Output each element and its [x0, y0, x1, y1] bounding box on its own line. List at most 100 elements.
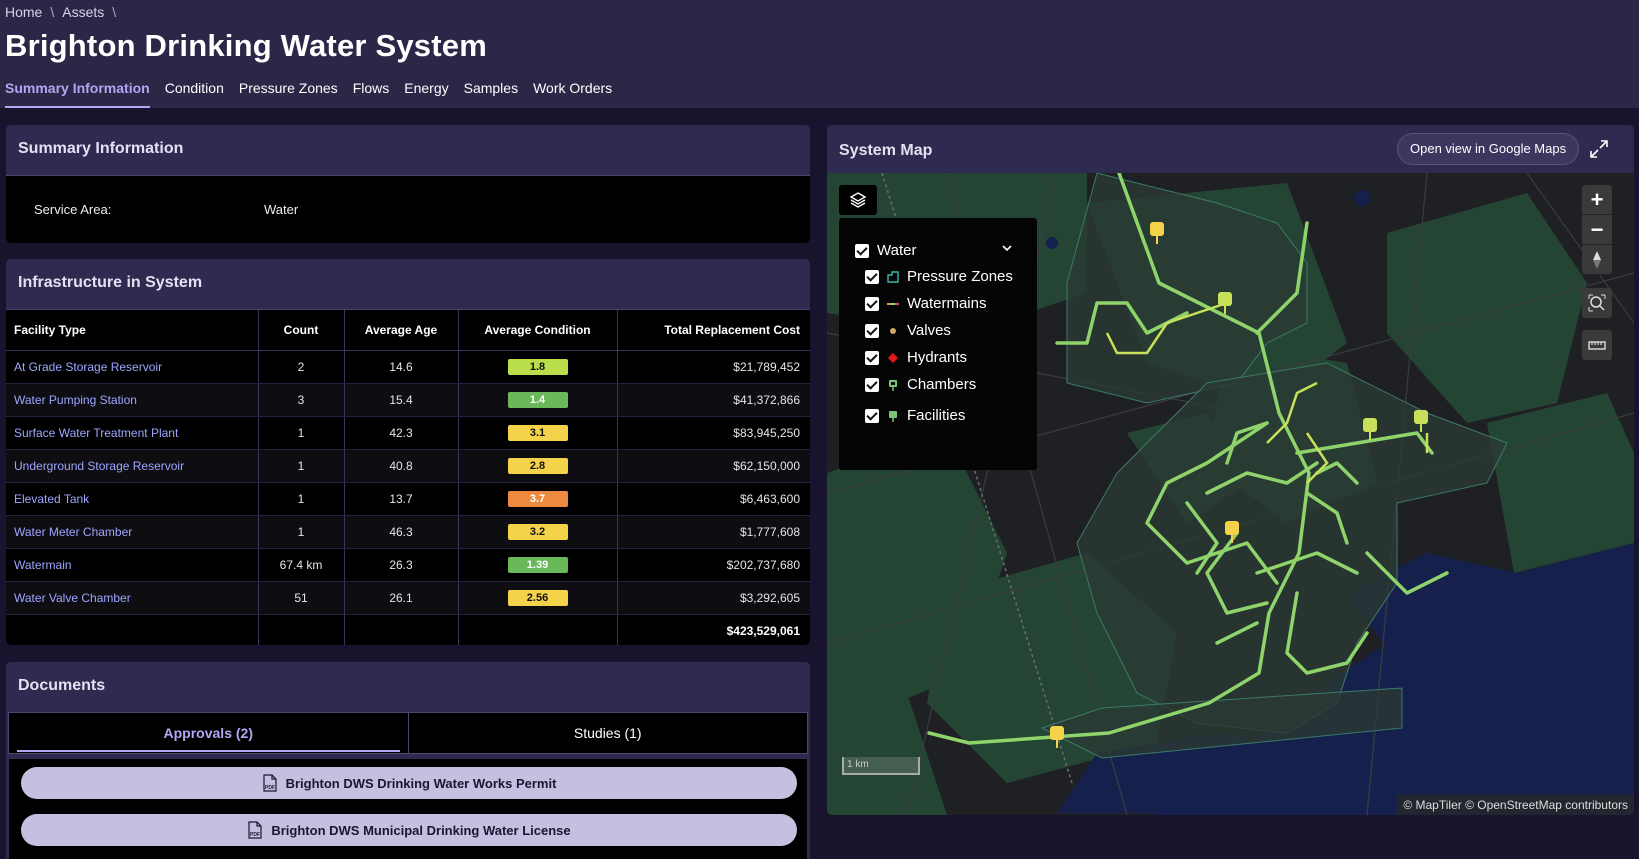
document-item-label: Brighton DWS Municipal Drinking Water Li…	[271, 822, 571, 838]
legend-row-watermains[interactable]: Watermains	[865, 295, 986, 312]
average-age-cell: 42.3	[344, 416, 459, 450]
summary-panel: Summary Information Service Area: Water	[6, 125, 810, 243]
pressure-zones-checkbox[interactable]	[865, 269, 879, 284]
documents-panel: Documents Approvals (2) Studies (1) PDF …	[6, 662, 810, 859]
ruler-icon	[1588, 341, 1606, 350]
legend-row-valves[interactable]: Valves	[865, 322, 951, 339]
replacement-cost-cell: $202,737,680	[617, 548, 810, 582]
chevron-down-icon[interactable]	[1001, 242, 1013, 254]
watermains-checkbox[interactable]	[865, 296, 879, 311]
condition-badge: 2.56	[507, 589, 568, 606]
average-condition-cell: 1.4	[458, 383, 618, 417]
svg-text:PDF: PDF	[250, 832, 260, 838]
zoom-in-button[interactable]: +	[1582, 185, 1612, 215]
replacement-cost-cell: $3,292,605	[617, 581, 810, 615]
pdf-file-icon: PDF	[262, 774, 277, 792]
facility-type-link[interactable]: Surface Water Treatment Plant	[6, 416, 259, 450]
legend-row-hydrants[interactable]: Hydrants	[865, 349, 967, 366]
document-item[interactable]: PDF Brighton DWS Drinking Water Works Pe…	[21, 767, 797, 799]
breadcrumb-home[interactable]: Home	[5, 4, 43, 20]
documents-panel-title: Documents	[18, 677, 106, 694]
total-replacement-cost: $423,529,061	[617, 614, 810, 645]
compass-icon	[1593, 250, 1601, 269]
legend-group-water[interactable]: Water	[855, 242, 916, 259]
tab-approvals[interactable]: Approvals (2)	[9, 713, 409, 753]
facility-type-link[interactable]: Water Pumping Station	[6, 383, 259, 417]
average-condition-cell: 3.2	[458, 515, 618, 549]
facility-type-link[interactable]: Water Meter Chamber	[6, 515, 259, 549]
document-item[interactable]: PDF Brighton DWS Municipal Drinking Wate…	[21, 814, 797, 846]
facility-marker-icon	[889, 410, 897, 422]
average-age-cell: 14.6	[344, 350, 459, 384]
expand-icon[interactable]	[1587, 137, 1611, 161]
table-row: Surface Water Treatment Plant 1 42.3 3.1 $83…	[6, 416, 810, 450]
legend-label: Chambers	[907, 376, 977, 393]
open-google-maps-button[interactable]: Open view in Google Maps	[1397, 133, 1580, 165]
average-age-cell: 26.1	[344, 581, 459, 615]
breadcrumb-assets[interactable]: Assets	[62, 4, 105, 20]
column-header-total-replacement-cost[interactable]: Total Replacement Cost	[617, 310, 810, 351]
average-condition-cell: 1.39	[458, 548, 618, 582]
column-header-average-condition[interactable]: Average Condition	[458, 310, 618, 351]
facility-type-link[interactable]: Watermain	[6, 548, 259, 582]
legend-label: Watermains	[907, 295, 987, 312]
map-attribution[interactable]: © MapTiler © OpenStreetMap contributors	[1397, 795, 1634, 815]
legend-group-label: Water	[877, 242, 917, 259]
measure-button[interactable]	[1582, 330, 1612, 360]
tab-energy[interactable]: Energy	[404, 80, 449, 96]
pressure-zone-icon	[887, 270, 899, 283]
layers-icon	[849, 192, 867, 208]
legend-label: Pressure Zones	[907, 268, 1013, 285]
hydrants-checkbox[interactable]	[865, 350, 879, 365]
infrastructure-panel-title: Infrastructure in System	[18, 274, 203, 291]
count-cell: 3	[258, 383, 345, 417]
water-checkbox[interactable]	[855, 243, 869, 258]
document-item-label: Brighton DWS Drinking Water Works Permit	[285, 775, 557, 791]
count-cell: 2	[258, 350, 345, 384]
valve-dot-icon	[890, 327, 896, 334]
condition-badge: 2.8	[507, 457, 568, 474]
replacement-cost-cell: $1,777,608	[617, 515, 810, 549]
count-cell: 1	[258, 515, 345, 549]
average-age-cell: 13.7	[344, 482, 459, 516]
column-header-count[interactable]: Count	[258, 310, 345, 351]
facilities-checkbox[interactable]	[865, 408, 879, 423]
zoom-to-extent-button[interactable]	[1582, 288, 1612, 318]
condition-badge: 3.1	[507, 424, 568, 441]
documents-tab-bar: Approvals (2) Studies (1)	[8, 712, 808, 754]
column-header-facility-type[interactable]: Facility Type	[6, 310, 259, 351]
valves-checkbox[interactable]	[865, 323, 879, 338]
column-header-average-age[interactable]: Average Age	[344, 310, 459, 351]
legend-row-chambers[interactable]: Chambers	[865, 376, 976, 393]
tab-bar: Summary Information Condition Pressure Z…	[5, 80, 627, 108]
hydrant-diamond-icon	[888, 352, 898, 363]
tab-condition[interactable]: Condition	[164, 80, 224, 96]
map-canvas[interactable]: Water Pressure Zones Watermains Valves	[827, 173, 1634, 815]
map-scale-bar: 1 km	[842, 757, 920, 775]
service-area-value: Water	[264, 202, 299, 217]
average-age-cell: 26.3	[344, 548, 459, 582]
replacement-cost-cell: $83,945,250	[617, 416, 810, 450]
facility-type-link[interactable]: Elevated Tank	[6, 482, 259, 516]
facility-type-link[interactable]: At Grade Storage Reservoir	[6, 350, 259, 384]
breadcrumb-separator: \	[112, 4, 117, 20]
replacement-cost-cell: $21,789,452	[617, 350, 810, 384]
condition-badge: 1.4	[507, 391, 568, 408]
facility-type-link[interactable]: Water Valve Chamber	[6, 581, 259, 615]
facility-type-link[interactable]: Underground Storage Reservoir	[6, 449, 259, 483]
average-condition-cell: 3.1	[458, 416, 618, 450]
tab-flows[interactable]: Flows	[352, 80, 390, 96]
empty-cell	[6, 614, 259, 645]
compass-button[interactable]	[1582, 245, 1612, 275]
tab-samples[interactable]: Samples	[463, 80, 519, 96]
zoom-out-button[interactable]: −	[1582, 215, 1612, 245]
table-header-row: Facility Type Count Average Age Average …	[6, 310, 810, 351]
chambers-checkbox[interactable]	[865, 377, 879, 392]
tab-summary-information[interactable]: Summary Information	[5, 80, 150, 108]
legend-row-pressure-zones[interactable]: Pressure Zones	[865, 268, 1013, 285]
tab-work-orders[interactable]: Work Orders	[533, 80, 613, 96]
tab-studies[interactable]: Studies (1)	[573, 725, 642, 741]
legend-row-facilities[interactable]: Facilities	[865, 407, 965, 424]
tab-pressure-zones[interactable]: Pressure Zones	[238, 80, 338, 96]
layers-toggle-button[interactable]	[839, 185, 877, 215]
